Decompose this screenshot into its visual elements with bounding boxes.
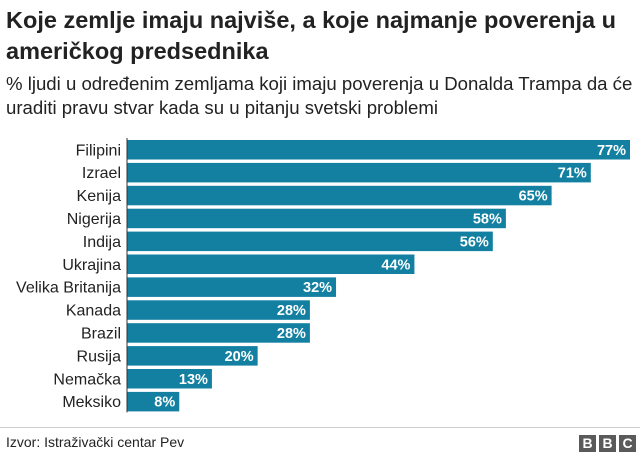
bar-value-label: 65% [519, 189, 548, 205]
chart-subtitle: % ljudi u određenim zemljama koji imaju … [6, 73, 633, 118]
bar-kenija [127, 185, 552, 206]
bar-value-label: 28% [277, 326, 306, 342]
category-label: Brazil [81, 325, 121, 342]
bbc-logo-letter: C [619, 435, 636, 452]
category-label: Ukrajina [62, 257, 121, 274]
category-label: Izrael [82, 165, 121, 182]
category-labels: Filipini Izrael Kenija Nigerija Indija Ukraji… [16, 142, 121, 411]
category-label: Meksiko [62, 394, 121, 411]
category-label: Nigerija [67, 211, 121, 228]
chart-title: Koje zemlje imaju najviše, a koje najman… [6, 7, 616, 64]
bar-nigerija [127, 208, 506, 229]
bar-velika-britanija [127, 277, 337, 297]
category-label: Kenija [77, 188, 122, 205]
category-label: Velika Britanija [16, 280, 121, 297]
category-label: Rusija [77, 348, 122, 365]
category-label: Filipini [76, 142, 121, 159]
bar-kanada [127, 300, 310, 320]
bar-value-label: 71% [558, 166, 587, 182]
bar-value-label: 20% [225, 349, 254, 365]
bar-value-label: 28% [277, 303, 306, 319]
bar-brazil [127, 323, 310, 343]
bar-indija [127, 231, 493, 252]
bar-rusija [127, 346, 258, 366]
bar-value-label: 13% [179, 372, 208, 388]
category-label: Indija [83, 234, 121, 251]
bar-value-label: 32% [303, 280, 332, 296]
bar-ukrajina [127, 254, 415, 274]
bbc-logo-letter: B [579, 435, 596, 452]
bbc-logo: B B C [579, 435, 636, 452]
category-label: Kanada [66, 303, 121, 320]
footer-divider [0, 427, 640, 428]
source-note: Izvor: Istraživački centar Pev [6, 434, 185, 450]
bar-value-label: 77% [597, 143, 626, 159]
bar-filipini [127, 140, 630, 160]
bar-value-label: 44% [381, 257, 410, 273]
category-label: Nemačka [53, 371, 121, 388]
bar-nemačka [127, 369, 212, 389]
bar-izrael [127, 162, 591, 183]
bar-value-label: 58% [473, 211, 502, 227]
bar-value-label: 8% [154, 395, 175, 411]
bars: 77% 71% 65% 58% 56% 44% 32% 28% 28% 20% 13%8% [127, 140, 630, 412]
bar-meksiko [127, 391, 180, 412]
bar-value-label: 56% [460, 234, 489, 250]
bbc-logo-letter: B [599, 435, 616, 452]
